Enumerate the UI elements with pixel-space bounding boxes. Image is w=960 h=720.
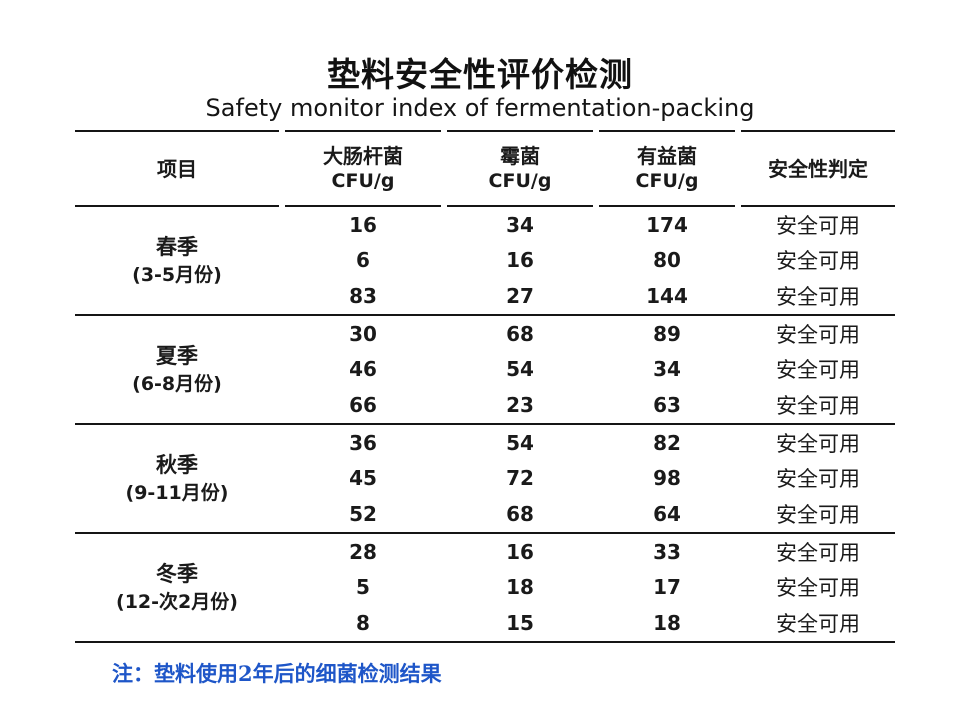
cell-ecoli: 46 xyxy=(349,357,377,382)
cell-verdict: 安全可用 xyxy=(776,358,860,383)
cell-beneficial: 98 xyxy=(653,466,681,491)
cell-beneficial: 33 xyxy=(653,539,681,564)
cell-ecoli: 5 xyxy=(356,575,370,600)
cell-beneficial: 18 xyxy=(653,611,681,636)
cell-mold: 18 xyxy=(506,575,534,600)
header-item: 项目 xyxy=(75,130,279,207)
cell-beneficial: 34 xyxy=(653,357,681,382)
cell-mold: 16 xyxy=(506,539,534,564)
cell-beneficial: 64 xyxy=(653,502,681,527)
cell-beneficial: 89 xyxy=(653,321,681,346)
season-months: (6-8月份) xyxy=(132,372,222,395)
season-months: (12-次2月份) xyxy=(116,590,238,613)
cell-mold: 16 xyxy=(506,248,534,273)
cell-beneficial: 144 xyxy=(646,284,688,309)
cell-verdict: 安全可用 xyxy=(776,322,860,347)
cell-ecoli: 66 xyxy=(349,393,377,418)
season-section-autumn: 秋季 (9-11月份) 36 54 82 安全可用 45 72 98 安全可用 … xyxy=(75,425,895,534)
cell-verdict: 安全可用 xyxy=(776,213,860,238)
cell-verdict: 安全可用 xyxy=(776,394,860,419)
cell-verdict: 安全可用 xyxy=(776,249,860,274)
cell-ecoli: 83 xyxy=(349,284,377,309)
cell-ecoli: 8 xyxy=(356,611,370,636)
cell-beneficial: 63 xyxy=(653,393,681,418)
cell-mold: 68 xyxy=(506,321,534,346)
season-name: 冬季 xyxy=(156,561,198,586)
cell-ecoli: 28 xyxy=(349,539,377,564)
cell-ecoli: 16 xyxy=(349,212,377,237)
cell-mold: 68 xyxy=(506,502,534,527)
header-verdict-label: 安全性判定 xyxy=(768,156,868,181)
season-label: 冬季 (12-次2月份) xyxy=(75,534,279,641)
season-label: 春季 (3-5月份) xyxy=(75,207,279,314)
table-header-row: 项目 大肠杆菌 CFU/g 霉菌 CFU/g 有益菌 CFU/g 安全性判定 xyxy=(75,130,895,207)
season-label: 秋季 (9-11月份) xyxy=(75,425,279,532)
cell-beneficial: 17 xyxy=(653,575,681,600)
cell-beneficial: 174 xyxy=(646,212,688,237)
header-beneficial: 有益菌 CFU/g xyxy=(599,130,735,207)
header-ecoli: 大肠杆菌 CFU/g xyxy=(285,130,441,207)
header-beneficial-unit: CFU/g xyxy=(635,170,699,192)
header-beneficial-name: 有益菌 xyxy=(637,144,697,168)
season-section-summer: 夏季 (6-8月份) 30 68 89 安全可用 46 54 34 安全可用 6… xyxy=(75,316,895,425)
cell-verdict: 安全可用 xyxy=(776,540,860,565)
cell-verdict: 安全可用 xyxy=(776,285,860,310)
safety-table: 项目 大肠杆菌 CFU/g 霉菌 CFU/g 有益菌 CFU/g 安全性判定 春… xyxy=(75,130,895,643)
header-mold-unit: CFU/g xyxy=(488,170,552,192)
cell-ecoli: 45 xyxy=(349,466,377,491)
cell-mold: 72 xyxy=(506,466,534,491)
season-months: (3-5月份) xyxy=(132,263,222,286)
cell-mold: 15 xyxy=(506,611,534,636)
cell-ecoli: 6 xyxy=(356,248,370,273)
header-item-label: 项目 xyxy=(157,156,197,181)
cell-mold: 54 xyxy=(506,430,534,455)
header-ecoli-name: 大肠杆菌 xyxy=(323,144,403,168)
cell-beneficial: 80 xyxy=(653,248,681,273)
season-section-winter: 冬季 (12-次2月份) 28 16 33 安全可用 5 18 17 安全可用 … xyxy=(75,534,895,643)
header-mold: 霉菌 CFU/g xyxy=(447,130,593,207)
season-section-spring: 春季 (3-5月份) 16 34 174 安全可用 6 16 80 安全可用 8… xyxy=(75,207,895,316)
header-mold-name: 霉菌 xyxy=(500,144,540,168)
footnote: 注：垫料使用2年后的细菌检测结果 xyxy=(112,661,442,686)
season-name: 秋季 xyxy=(156,452,198,477)
page-subtitle: Safety monitor index of fermentation-pac… xyxy=(205,94,755,122)
header-verdict: 安全性判定 xyxy=(741,130,895,207)
cell-verdict: 安全可用 xyxy=(776,467,860,492)
cell-verdict: 安全可用 xyxy=(776,576,860,601)
cell-mold: 54 xyxy=(506,357,534,382)
cell-ecoli: 36 xyxy=(349,430,377,455)
header-ecoli-unit: CFU/g xyxy=(331,170,395,192)
page-title: 垫料安全性评价检测 xyxy=(327,55,633,94)
cell-mold: 34 xyxy=(506,212,534,237)
cell-verdict: 安全可用 xyxy=(776,612,860,637)
cell-mold: 23 xyxy=(506,393,534,418)
season-label: 夏季 (6-8月份) xyxy=(75,316,279,423)
season-months: (9-11月份) xyxy=(125,481,229,504)
season-name: 春季 xyxy=(156,234,198,259)
season-name: 夏季 xyxy=(156,343,198,368)
cell-beneficial: 82 xyxy=(653,430,681,455)
cell-mold: 27 xyxy=(506,284,534,309)
cell-verdict: 安全可用 xyxy=(776,431,860,456)
cell-ecoli: 52 xyxy=(349,502,377,527)
cell-verdict: 安全可用 xyxy=(776,503,860,528)
cell-ecoli: 30 xyxy=(349,321,377,346)
